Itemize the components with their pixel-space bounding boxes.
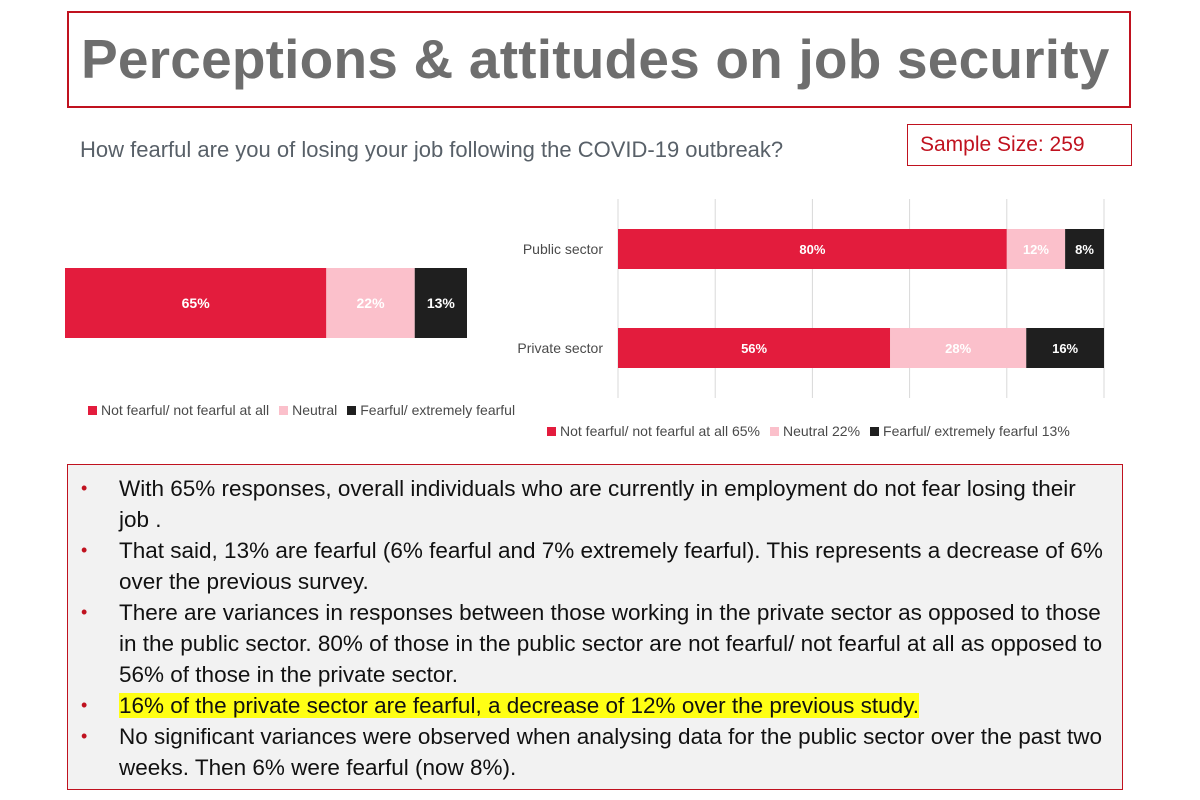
finding-text: There are variances in responses between… [119,600,1103,687]
overall-data-label: 22% [357,295,386,311]
bullet-icon: • [81,602,88,622]
sector-data-label: 8% [1075,242,1094,257]
bullet-icon: • [81,726,88,746]
finding-item: • With 65% responses, overall individuals… [81,473,1106,535]
key-findings-list: • With 65% responses, overall individuals… [68,465,1122,783]
finding-text: No significant variances were observed w… [119,724,1103,780]
bullet-icon: • [81,540,88,560]
sector-data-label: 28% [945,341,971,356]
sector-data-label: 16% [1052,341,1078,356]
sector-bar-segment [618,229,1007,269]
finding-text: With 65% responses, overall individuals … [119,476,1076,532]
legend-label: Fearful/ extremely fearful [360,402,516,418]
finding-item: • There are variances in responses betwee… [81,597,1106,690]
finding-item: • 16% of the private sector are fearful, … [81,690,1106,721]
overall-bar-segment [414,268,467,338]
legend-label: Neutral 22% [783,423,861,439]
sector-category-label: Private sector [517,340,603,356]
survey-question: How fearful are you of losing your job f… [80,137,784,162]
legend-swatch [279,405,289,415]
legend-label: Fearful/ extremely fearful 13% [883,423,1070,439]
overall-bar-segment [65,268,327,338]
sector-data-label: 80% [799,242,825,257]
sector-bar-segment [1026,328,1104,368]
sample-size-box: Sample Size: 259 [907,124,1132,166]
legend-swatch [870,426,880,436]
finding-item: • That said, 13% are fearful (6% fearful … [81,535,1106,597]
overall-data-label: 13% [427,295,456,311]
charts-canvas: 65% 22% 13% Public sector 80% 12% 8% Private se… [65,199,1105,398]
page-title: Perceptions & attitudes on job security [81,28,1110,90]
overall-chart-legend: Not fearful/ not fearful at all Neutral Fe… [88,402,525,418]
finding-item: • No significant variances were observed … [81,721,1106,783]
legend-swatch [88,405,97,415]
sector-data-label: 56% [741,341,767,356]
legend-swatch [347,405,357,415]
sector-bar-segment [1065,229,1104,269]
sector-bar-segment [1006,229,1066,269]
sector-bar-segment [618,328,891,368]
key-findings-box: • With 65% responses, overall individuals… [67,464,1123,790]
title-box: Perceptions & attitudes on job security [67,11,1131,108]
overall-data-label: 65% [182,295,211,311]
legend-label: Neutral [292,402,338,418]
sector-legend-item: Neutral 22% [770,423,860,439]
finding-text: 16% of the private sector are fearful, a… [119,693,920,718]
sector-legend-item: Fearful/ extremely fearful 13% [870,423,1070,439]
legend-label: Not fearful/ not fearful at all [101,402,270,418]
sector-data-label: 12% [1023,242,1049,257]
legend-swatch [770,426,779,436]
finding-text: That said, 13% are fearful (6% fearful a… [119,538,1103,594]
sector-legend-item: Not fearful/ not fearful at all 65% [547,423,760,439]
overall-legend-item: Fearful/ extremely fearful [347,402,515,418]
bullet-icon: • [81,478,88,498]
overall-legend-item: Neutral [279,402,337,418]
bullet-icon: • [81,695,88,715]
sector-chart-legend: Not fearful/ not fearful at all 65% Neutr… [547,423,1080,439]
overall-bar-segment [326,268,415,338]
legend-swatch [547,426,556,436]
legend-label: Not fearful/ not fearful at all 65% [560,423,760,439]
overall-legend-item: Not fearful/ not fearful at all [88,402,269,418]
sector-bar-segment [890,328,1027,368]
sample-size-label: Sample Size: 259 [920,133,1085,156]
sector-category-label: Public sector [523,241,603,257]
